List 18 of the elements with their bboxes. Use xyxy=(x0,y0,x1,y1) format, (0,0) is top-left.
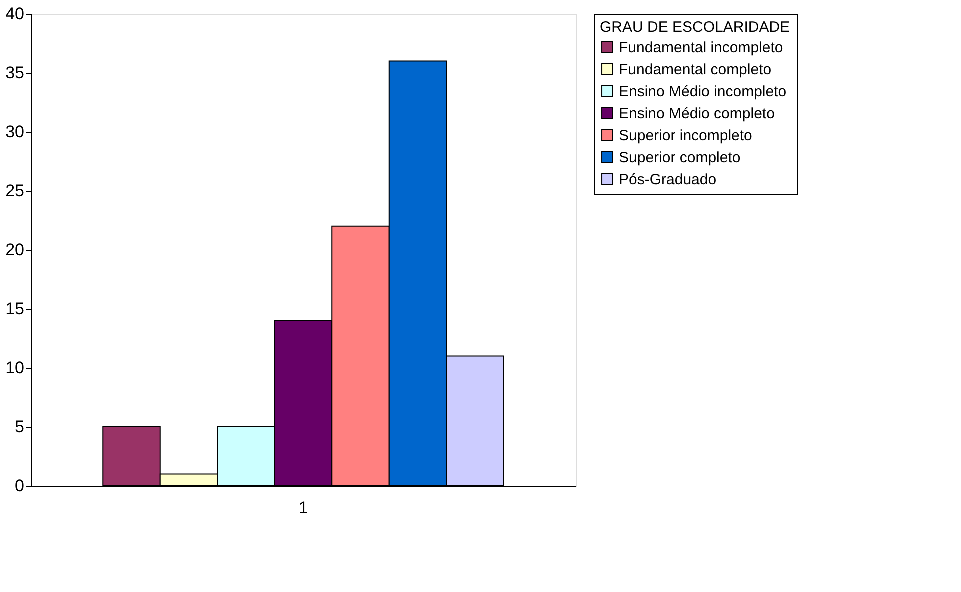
y-tick-label: 40 xyxy=(6,4,24,24)
legend-label: Fundamental incompleto xyxy=(619,40,784,56)
y-tick-label: 30 xyxy=(6,122,24,142)
y-tick-label: 10 xyxy=(6,358,24,378)
x-tick-label: 1 xyxy=(298,498,308,518)
y-tick-label: 20 xyxy=(6,240,24,260)
y-tick-label: 0 xyxy=(15,476,24,496)
legend-title: GRAU DE ESCOLARIDADE xyxy=(600,19,790,36)
legend-label: Ensino Médio completo xyxy=(619,106,775,122)
y-tick-label: 35 xyxy=(6,64,24,82)
legend-label: Ensino Médio incompleto xyxy=(619,84,787,100)
legend-label: Superior incompleto xyxy=(619,128,752,144)
y-tick-label: 15 xyxy=(6,300,24,318)
legend-label: Pós-Graduado xyxy=(619,172,717,188)
legend-label: Superior completo xyxy=(619,150,741,166)
y-tick-label: 25 xyxy=(6,182,24,200)
legend-label: Fundamental completo xyxy=(619,62,772,78)
y-tick-label: 5 xyxy=(15,418,24,436)
